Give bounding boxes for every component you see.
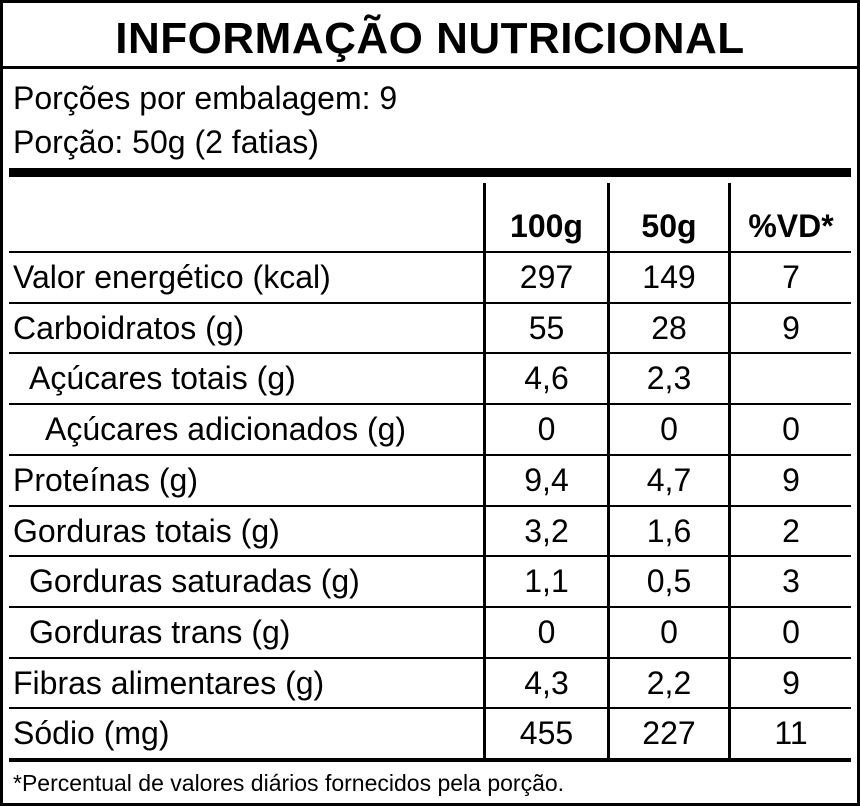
footnote: *Percentual de valores diários fornecido… bbox=[13, 770, 565, 796]
column-divider-2 bbox=[607, 183, 610, 759]
row-divider bbox=[9, 454, 851, 456]
value-100g: 3,2 bbox=[524, 512, 569, 549]
nutrient-name: Açúcares adicionados (g) bbox=[45, 411, 407, 448]
bottom-divider bbox=[9, 758, 851, 762]
column-divider-3 bbox=[728, 183, 731, 759]
value-100g: 0 bbox=[537, 613, 556, 650]
value-vd: 9 bbox=[782, 461, 800, 498]
column-header-100g: 100g bbox=[510, 208, 583, 244]
value-50g: 227 bbox=[642, 715, 696, 752]
row-divider bbox=[9, 555, 851, 557]
value-vd: 0 bbox=[782, 411, 800, 448]
value-100g: 9,4 bbox=[524, 461, 569, 498]
value-50g: 0 bbox=[660, 411, 678, 448]
value-100g: 55 bbox=[528, 309, 565, 346]
nutrient-name: Fibras alimentares (g) bbox=[13, 664, 325, 701]
value-50g: 28 bbox=[651, 309, 687, 346]
value-vd: 0 bbox=[782, 613, 800, 650]
row-divider bbox=[9, 302, 851, 304]
value-50g: 2,2 bbox=[646, 664, 692, 701]
row-divider bbox=[9, 707, 851, 709]
value-50g: 4,7 bbox=[646, 461, 692, 498]
row-divider bbox=[9, 403, 851, 405]
value-100g: 4,3 bbox=[524, 664, 569, 701]
value-50g: 1,6 bbox=[646, 512, 692, 549]
nutrient-name: Açúcares totais (g) bbox=[29, 360, 296, 397]
value-50g: 0 bbox=[660, 613, 678, 650]
row-divider bbox=[9, 352, 851, 354]
title-divider bbox=[3, 66, 857, 69]
nutrient-name: Gorduras saturadas (g) bbox=[29, 563, 360, 600]
value-100g: 297 bbox=[519, 259, 574, 295]
nutrient-name: Proteínas (g) bbox=[13, 461, 198, 498]
column-divider-1 bbox=[483, 183, 486, 759]
servings-per-package: Porções por embalagem: 9 bbox=[13, 80, 398, 116]
label-title: INFORMAÇÃO NUTRICIONAL bbox=[115, 14, 745, 63]
nutrient-name: Gorduras trans (g) bbox=[29, 613, 291, 650]
value-100g: 0 bbox=[537, 411, 556, 448]
value-vd bbox=[731, 353, 851, 403]
thick-divider bbox=[9, 168, 851, 177]
row-divider bbox=[9, 251, 851, 253]
row-divider bbox=[9, 606, 851, 608]
column-header-vd: %VD* bbox=[748, 208, 834, 244]
value-100g: 4,6 bbox=[524, 360, 569, 397]
value-50g: 149 bbox=[642, 259, 696, 295]
value-100g: 1,1 bbox=[524, 563, 569, 600]
value-vd: 9 bbox=[782, 664, 800, 701]
row-divider bbox=[9, 505, 851, 507]
nutrient-name: Carboidratos (g) bbox=[13, 309, 245, 346]
value-vd: 2 bbox=[782, 512, 800, 549]
nutrient-name: Sódio (mg) bbox=[13, 715, 170, 752]
value-vd: 9 bbox=[782, 309, 800, 346]
nutrient-name: Gorduras totais (g) bbox=[13, 512, 280, 549]
portion-size: Porção: 50g (2 fatias) bbox=[13, 124, 319, 160]
row-divider bbox=[9, 657, 851, 659]
column-header-50g: 50g bbox=[641, 208, 697, 244]
value-50g: 0,5 bbox=[646, 563, 692, 600]
value-100g: 455 bbox=[519, 715, 574, 752]
value-50g: 2,3 bbox=[646, 360, 692, 397]
nutrient-name: Valor energético (kcal) bbox=[13, 259, 331, 295]
value-vd: 11 bbox=[774, 715, 808, 752]
value-vd: 3 bbox=[782, 563, 800, 600]
value-vd: 7 bbox=[782, 259, 800, 295]
